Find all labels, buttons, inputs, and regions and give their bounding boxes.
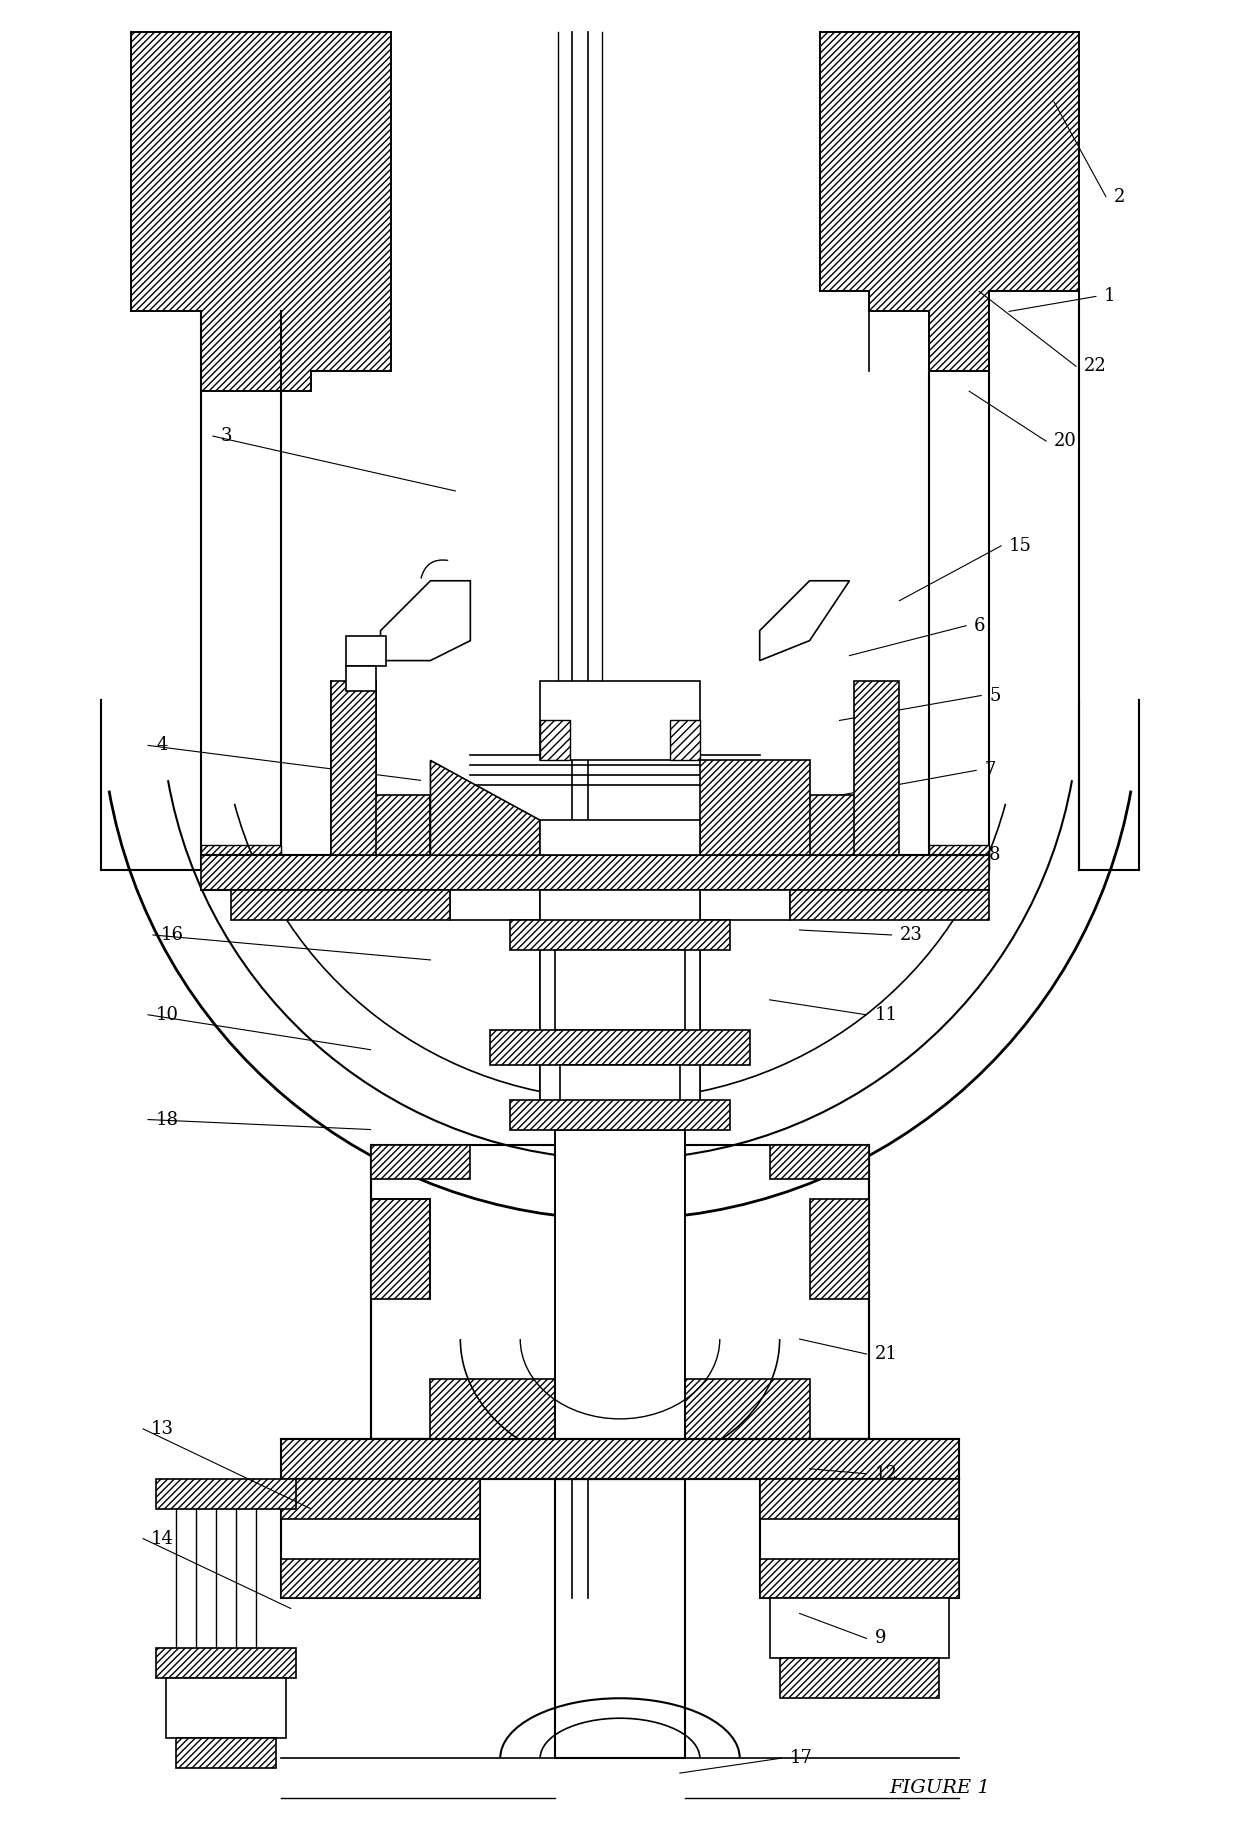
- Bar: [280, 1479, 480, 1519]
- Bar: [450, 891, 790, 920]
- Bar: [280, 1558, 480, 1599]
- Text: 6: 6: [975, 616, 986, 634]
- Bar: [760, 1479, 960, 1599]
- Bar: [541, 680, 699, 760]
- Bar: [156, 1479, 295, 1508]
- Text: 15: 15: [1009, 537, 1032, 555]
- Text: 22: 22: [1084, 358, 1107, 374]
- Polygon shape: [381, 581, 470, 660]
- Text: 2: 2: [1114, 188, 1125, 207]
- Polygon shape: [201, 312, 280, 870]
- Text: 17: 17: [790, 1750, 812, 1767]
- Bar: [371, 1199, 430, 1300]
- Text: 18: 18: [156, 1110, 179, 1129]
- Polygon shape: [820, 31, 1079, 371]
- Bar: [430, 1379, 810, 1438]
- Bar: [541, 891, 699, 1110]
- Bar: [201, 845, 280, 870]
- Text: 14: 14: [151, 1531, 174, 1547]
- Bar: [760, 1558, 960, 1599]
- Text: 20: 20: [1054, 431, 1076, 450]
- Bar: [331, 680, 376, 856]
- Text: 1: 1: [1104, 288, 1116, 306]
- Polygon shape: [760, 581, 849, 660]
- Polygon shape: [430, 760, 541, 856]
- Bar: [280, 1438, 960, 1479]
- Bar: [780, 1658, 939, 1698]
- Bar: [556, 1479, 684, 1757]
- Bar: [770, 1145, 869, 1180]
- Bar: [166, 1678, 285, 1739]
- Bar: [790, 891, 990, 920]
- Bar: [231, 891, 450, 920]
- Bar: [810, 1199, 869, 1300]
- Text: 12: 12: [874, 1464, 898, 1483]
- Bar: [854, 680, 899, 856]
- Polygon shape: [131, 31, 391, 391]
- Bar: [510, 920, 730, 950]
- Polygon shape: [699, 760, 810, 856]
- Text: 13: 13: [151, 1420, 174, 1438]
- Bar: [371, 1145, 869, 1438]
- Bar: [560, 1064, 680, 1114]
- Text: 5: 5: [990, 686, 1001, 704]
- Text: 21: 21: [874, 1344, 898, 1363]
- Text: 3: 3: [221, 428, 232, 444]
- Bar: [280, 1479, 480, 1599]
- Text: 7: 7: [985, 762, 996, 780]
- Bar: [556, 1130, 684, 1449]
- Bar: [760, 1479, 960, 1519]
- Bar: [770, 1599, 950, 1658]
- Bar: [346, 636, 386, 666]
- Text: 16: 16: [161, 926, 184, 944]
- Text: 4: 4: [156, 736, 167, 754]
- Text: 11: 11: [874, 1005, 898, 1023]
- Bar: [670, 721, 699, 760]
- Bar: [346, 666, 376, 690]
- Bar: [541, 721, 570, 760]
- Bar: [929, 845, 990, 870]
- Bar: [556, 950, 684, 1029]
- Polygon shape: [929, 371, 990, 870]
- Bar: [176, 1739, 275, 1768]
- Bar: [371, 1145, 470, 1180]
- Bar: [490, 1029, 750, 1064]
- Bar: [201, 856, 990, 891]
- Bar: [510, 1099, 730, 1130]
- Polygon shape: [341, 795, 430, 856]
- Bar: [541, 821, 699, 856]
- Text: 23: 23: [899, 926, 923, 944]
- Text: FIGURE 1: FIGURE 1: [889, 1779, 990, 1798]
- Text: 9: 9: [874, 1630, 885, 1647]
- Polygon shape: [800, 795, 889, 856]
- Text: 8: 8: [990, 846, 1001, 865]
- Bar: [156, 1649, 295, 1678]
- Text: 10: 10: [156, 1005, 179, 1023]
